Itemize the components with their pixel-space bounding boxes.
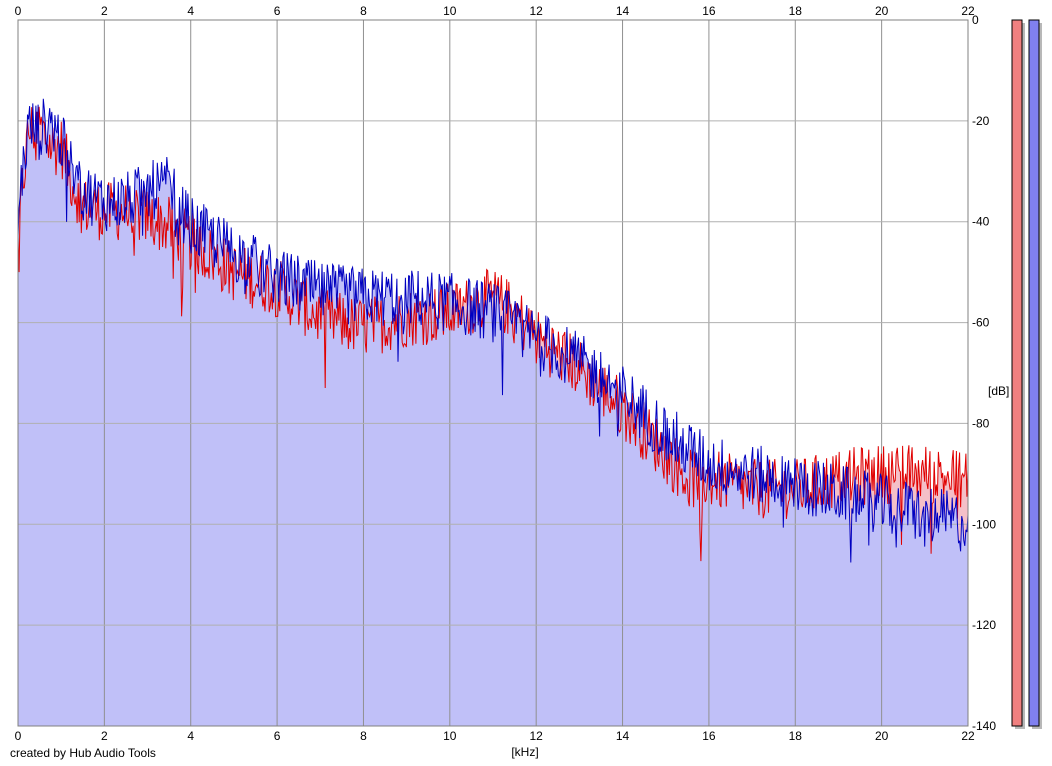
x-tick-label-bottom: 14 xyxy=(616,729,630,743)
y-tick-label: -60 xyxy=(972,316,990,330)
x-tick-label-top: 2 xyxy=(101,4,108,18)
level-meter-1 xyxy=(1028,19,1040,727)
y-tick-label: -80 xyxy=(972,416,990,430)
series-fills xyxy=(18,98,968,727)
x-axis-label: [kHz] xyxy=(511,745,538,759)
x-tick-labels-bottom: 0 2 4 6 8 10 12 14 16 18 20 22 xyxy=(15,729,975,743)
y-tick-labels: 0 -20 -40 -60 -80 -100 -120 -140 xyxy=(972,13,996,733)
x-tick-label-bottom: 2 xyxy=(101,729,108,743)
x-tick-label-bottom: 20 xyxy=(875,729,889,743)
x-tick-label-top: 4 xyxy=(187,4,194,18)
y-axis-label: [dB] xyxy=(988,384,1009,398)
x-tick-label-bottom: 0 xyxy=(15,729,22,743)
y-tick-label: -120 xyxy=(972,618,996,632)
x-tick-label-top: 18 xyxy=(789,4,803,18)
x-tick-label-bottom: 16 xyxy=(702,729,716,743)
y-tick-label: 0 xyxy=(972,13,979,27)
x-tick-label-bottom: 10 xyxy=(443,729,457,743)
x-tick-labels-top: 0 2 4 6 8 10 12 14 16 18 20 22 xyxy=(15,4,975,18)
level-meter-0 xyxy=(1011,19,1023,727)
level-meters xyxy=(1011,19,1042,729)
x-tick-label-bottom: 18 xyxy=(789,729,803,743)
credit-text: created by Hub Audio Tools xyxy=(10,746,156,760)
x-tick-label-top: 0 xyxy=(15,4,22,18)
x-tick-label-top: 8 xyxy=(360,4,367,18)
y-tick-label: -140 xyxy=(972,719,996,733)
y-tick-label: -20 xyxy=(972,114,990,128)
x-tick-label-top: 10 xyxy=(443,4,457,18)
x-tick-label-top: 16 xyxy=(702,4,716,18)
x-tick-label-top: 6 xyxy=(274,4,281,18)
series-lines xyxy=(17,98,969,563)
plot-frame xyxy=(17,19,969,727)
x-tick-label-top: 14 xyxy=(616,4,630,18)
x-tick-label-bottom: 6 xyxy=(274,729,281,743)
y-tick-label: -100 xyxy=(972,517,996,531)
y-tick-label: -40 xyxy=(972,215,990,229)
x-tick-label-bottom: 12 xyxy=(530,729,544,743)
x-tick-label-top: 20 xyxy=(875,4,889,18)
x-tick-label-top: 22 xyxy=(961,4,975,18)
x-tick-label-bottom: 4 xyxy=(187,729,194,743)
series-1-fill xyxy=(18,98,968,727)
x-tick-label-bottom: 22 xyxy=(961,729,975,743)
series-1-line xyxy=(17,98,969,563)
x-tick-label-top: 12 xyxy=(530,4,544,18)
x-tick-label-bottom: 8 xyxy=(360,729,367,743)
